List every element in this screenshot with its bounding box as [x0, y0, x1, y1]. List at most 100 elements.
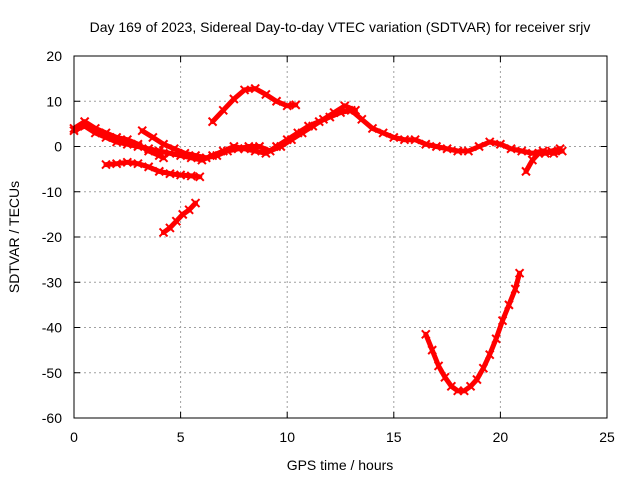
- data-point: [514, 268, 525, 278]
- data-point: [101, 159, 111, 170]
- data-point: [143, 146, 154, 156]
- y-tick-label: -30: [42, 274, 62, 290]
- data-point: [517, 146, 527, 156]
- grid: [74, 56, 607, 418]
- data-point: [510, 284, 521, 294]
- data-point: [329, 107, 339, 118]
- data-point: [446, 381, 457, 392]
- data-point: [497, 316, 508, 326]
- data-point: [158, 227, 169, 238]
- data-point: [427, 345, 437, 355]
- data-point: [148, 132, 158, 143]
- y-tick-label: 10: [46, 93, 62, 109]
- y-tick-label: 20: [46, 48, 62, 64]
- data-point: [276, 141, 286, 152]
- data-point: [521, 166, 531, 177]
- x-tick-label: 5: [177, 429, 185, 445]
- data-point: [165, 168, 175, 179]
- data-point: [491, 334, 501, 344]
- data-point: [459, 386, 469, 396]
- x-tick-label: 10: [279, 429, 295, 445]
- data-point: [378, 128, 388, 138]
- data-point: [111, 158, 122, 169]
- x-tick-label: 25: [599, 429, 615, 445]
- y-tick-label: -20: [42, 229, 62, 245]
- data-point: [137, 125, 147, 136]
- data-point: [506, 144, 516, 154]
- data-point: [350, 105, 361, 116]
- data-point: [389, 132, 399, 143]
- data-point: [308, 121, 318, 131]
- data-point: [154, 166, 164, 177]
- data-point: [297, 128, 307, 138]
- data-point: [472, 374, 482, 385]
- data-point: [101, 128, 111, 138]
- data-point: [122, 135, 133, 145]
- data-point: [433, 361, 444, 371]
- data-point: [143, 162, 154, 172]
- data-point: [195, 172, 205, 182]
- data-point: [178, 209, 188, 220]
- data-point: [431, 141, 442, 152]
- data-point: [546, 146, 557, 156]
- data-point: [453, 146, 463, 156]
- data-point: [229, 94, 239, 104]
- data-point: [399, 135, 410, 145]
- y-tick-label: -60: [42, 410, 62, 426]
- data-point: [133, 139, 143, 149]
- data-point: [504, 300, 514, 310]
- y-axis-label: SDTVAR / TECUs: [6, 181, 22, 293]
- data-point: [90, 123, 101, 134]
- data-point: [265, 146, 275, 156]
- ticks: 0 5 10 15 20 25 -60 -50 -40 -30 -20 -10 0 10 20: [42, 48, 615, 445]
- data-point: [286, 135, 297, 145]
- data-point: [282, 101, 292, 111]
- data-point: [485, 137, 495, 147]
- data-point: [367, 123, 378, 134]
- data-layer: [69, 83, 567, 396]
- data-point: [111, 132, 122, 143]
- data-point: [222, 146, 233, 156]
- data-point: [540, 148, 550, 158]
- y-tick-label: -40: [42, 320, 62, 336]
- data-point: [250, 83, 260, 94]
- data-point: [169, 144, 179, 154]
- data-point: [340, 101, 350, 111]
- data-point: [244, 141, 254, 152]
- data-point: [291, 100, 301, 110]
- data-point: [410, 135, 420, 145]
- data-point: [254, 141, 265, 152]
- data-point: [318, 114, 329, 125]
- data-point: [190, 150, 201, 161]
- data-point: [186, 171, 196, 181]
- data-point: [421, 139, 431, 149]
- data-point: [239, 85, 250, 95]
- data-point: [463, 146, 474, 156]
- y-tick-label: -10: [42, 184, 62, 200]
- data-point: [201, 153, 211, 163]
- data-point: [478, 363, 489, 373]
- x-tick-label: 15: [386, 429, 402, 445]
- data-point: [261, 89, 271, 100]
- data-point: [357, 114, 367, 125]
- x-axis-label: GPS time / hours: [287, 457, 394, 473]
- data-point: [218, 105, 228, 116]
- data-point: [79, 116, 90, 127]
- series-track-e: [210, 86, 299, 125]
- x-tick-label: 20: [493, 429, 509, 445]
- data-point: [485, 349, 495, 360]
- data-point: [440, 372, 450, 382]
- series-track-d: [103, 159, 203, 180]
- data-point: [271, 96, 282, 106]
- y-tick-label: -50: [42, 365, 62, 381]
- data-point: [233, 144, 243, 154]
- series-track-b: [71, 119, 166, 161]
- data-point: [421, 329, 431, 339]
- data-point: [122, 157, 133, 168]
- chart-title: Day 169 of 2023, Sidereal Day-to-day VTE…: [90, 19, 591, 35]
- data-point: [207, 116, 218, 127]
- data-point: [180, 148, 190, 158]
- x-tick-label: 0: [70, 429, 78, 445]
- data-point: [474, 141, 484, 152]
